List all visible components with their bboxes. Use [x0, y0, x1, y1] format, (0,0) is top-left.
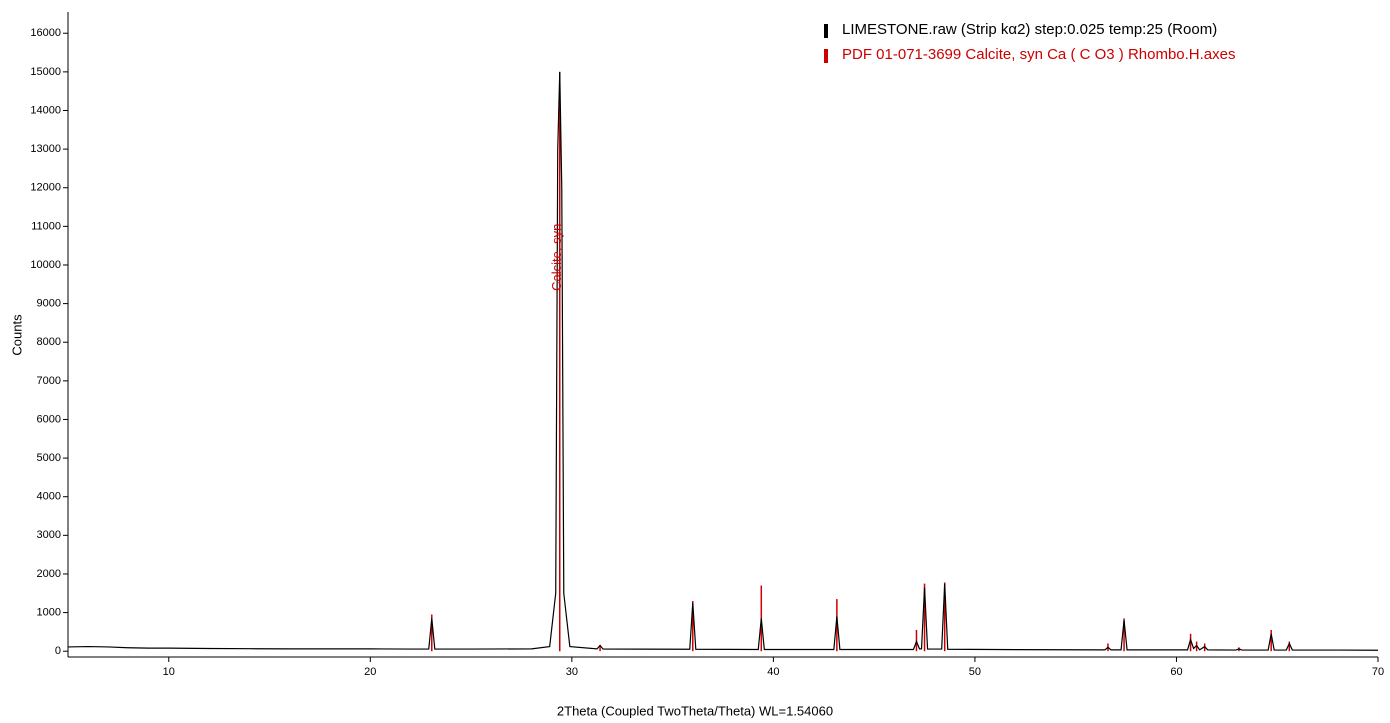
- y-tick-label: 13000: [30, 143, 61, 155]
- y-tick-label: 5000: [37, 452, 61, 464]
- x-tick-label: 10: [163, 666, 175, 678]
- x-axis-title: 2Theta (Coupled TwoTheta/Theta) WL=1.540…: [557, 703, 833, 718]
- legend-swatch: [824, 49, 828, 63]
- legend-label: PDF 01-071-3699 Calcite, syn Ca ( C O3 )…: [842, 46, 1236, 63]
- y-tick-label: 16000: [30, 27, 61, 39]
- x-tick-label: 70: [1372, 666, 1384, 678]
- peak-annotation: Calcite, syn: [549, 224, 564, 291]
- y-tick-label: 0: [55, 645, 61, 657]
- legend-label: LIMESTONE.raw (Strip kα2) step:0.025 tem…: [842, 21, 1217, 38]
- legend-swatch: [824, 24, 828, 38]
- y-tick-label: 15000: [30, 66, 61, 78]
- x-tick-label: 20: [364, 666, 376, 678]
- y-tick-label: 12000: [30, 182, 61, 194]
- x-tick-label: 50: [969, 666, 981, 678]
- y-tick-label: 10000: [30, 259, 61, 271]
- x-tick-label: 60: [1170, 666, 1182, 678]
- y-tick-label: 2000: [37, 568, 61, 580]
- y-tick-label: 7000: [37, 375, 61, 387]
- y-axis-title: Counts: [9, 314, 24, 356]
- y-tick-label: 11000: [31, 220, 61, 232]
- pattern-line: [67, 71, 1379, 651]
- x-tick-label: 30: [566, 666, 578, 678]
- y-tick-label: 9000: [37, 298, 61, 310]
- y-tick-label: 6000: [37, 413, 61, 425]
- x-tick-label: 40: [767, 666, 779, 678]
- y-tick-label: 4000: [37, 491, 61, 503]
- y-tick-label: 1000: [37, 606, 61, 618]
- y-tick-label: 3000: [37, 529, 61, 541]
- y-tick-label: 14000: [30, 104, 61, 116]
- y-tick-label: 8000: [37, 336, 61, 348]
